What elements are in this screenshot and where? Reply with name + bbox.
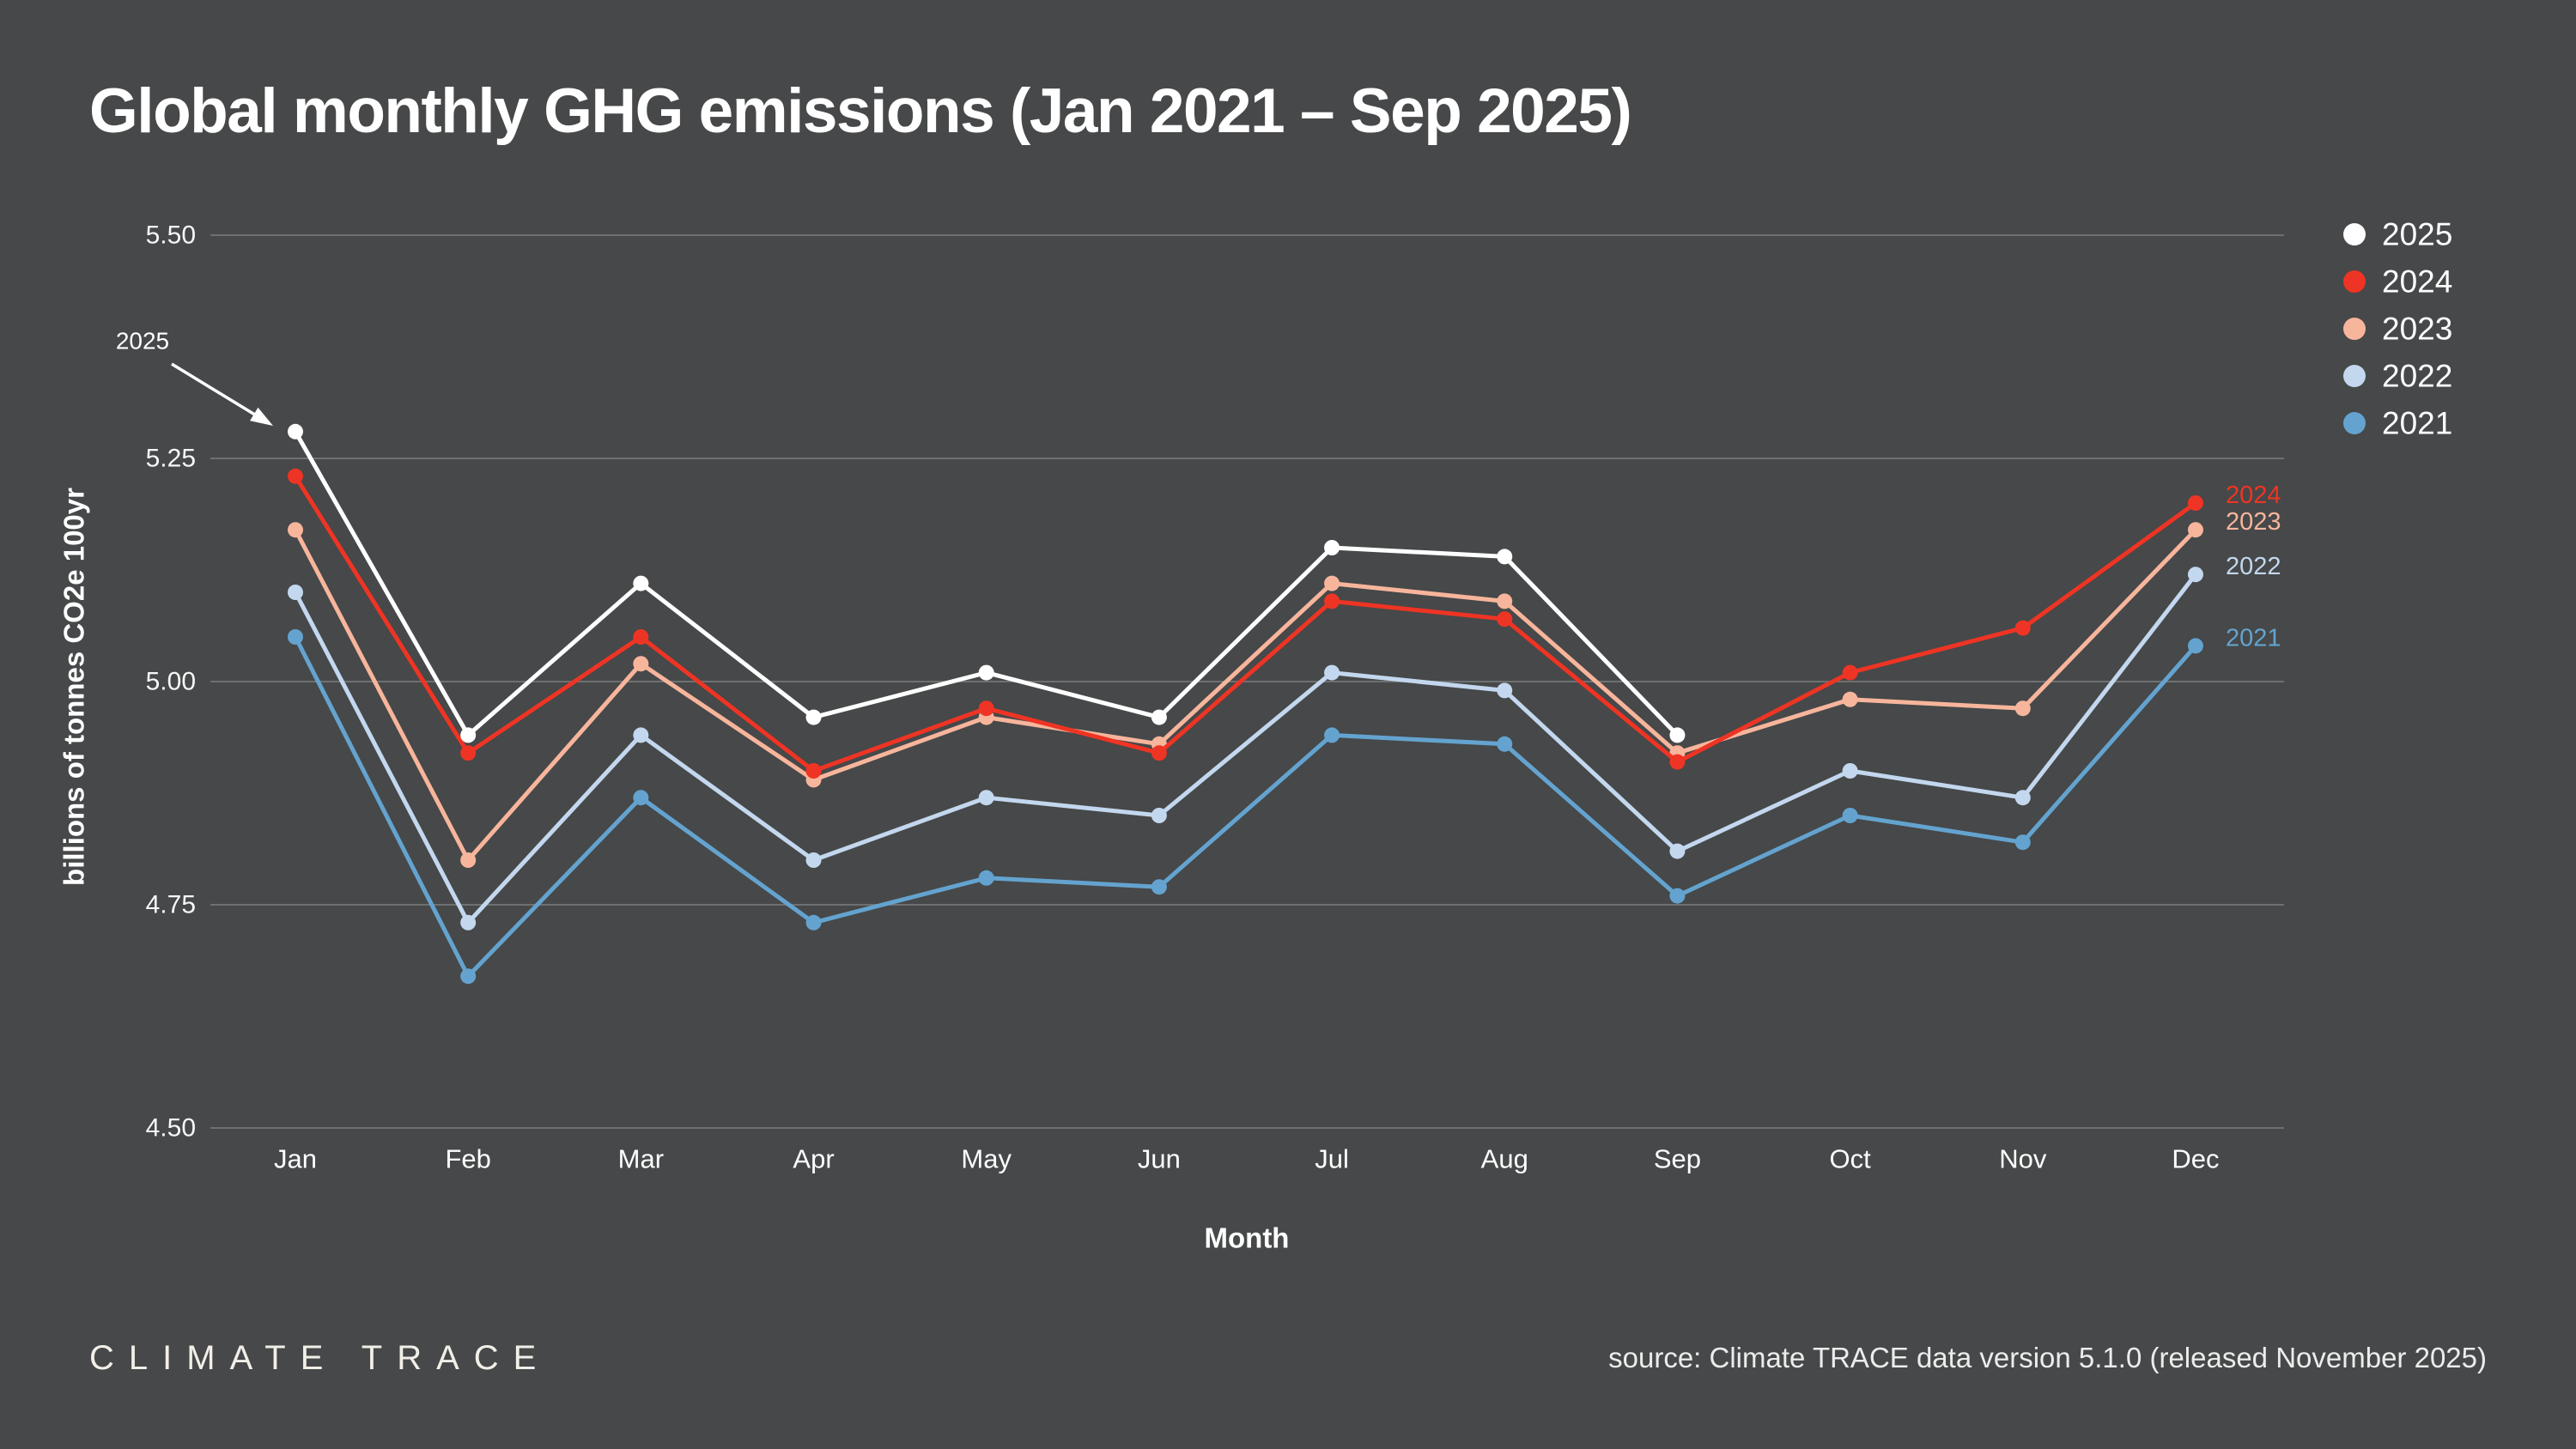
data-point-2022-aug (1497, 682, 1513, 699)
data-point-2022-dec (2187, 567, 2203, 583)
annotation-arrow-head (250, 407, 273, 426)
data-point-2025-sep (1669, 727, 1686, 743)
data-point-2021-dec (2187, 638, 2203, 654)
data-point-2022-jan (288, 585, 303, 600)
data-point-2022-sep (1669, 843, 1686, 859)
legend-label-2023: 2023 (2382, 312, 2452, 347)
data-point-2021-jan (288, 629, 303, 645)
data-point-2024-jun (1151, 745, 1167, 761)
data-point-2024-feb (460, 745, 477, 761)
series-line-2021 (293, 634, 2198, 979)
climate-trace-logo: CLIMATE TRACE (89, 1339, 551, 1377)
data-point-2021-oct (1842, 808, 1858, 823)
data-point-2022-jun (1151, 808, 1167, 823)
data-point-2025-jul (1324, 540, 1340, 555)
data-point-2025-jan (288, 423, 303, 440)
legend-label-2021: 2021 (2382, 406, 2452, 441)
y-axis-title: billions of tonnes CO2e 100yr (58, 488, 90, 886)
data-point-2021-may (978, 870, 994, 886)
x-tick-sep: Sep (1654, 1144, 1701, 1174)
annotation-2025-label: 2025 (116, 328, 169, 355)
data-point-2023-nov (2014, 700, 2031, 717)
data-point-2024-dec (2187, 495, 2203, 511)
series-line-2022 (293, 572, 2198, 925)
legend-swatch-2022 (2343, 365, 2366, 387)
series-end-label-2021: 2021 (2226, 624, 2281, 652)
x-tick-feb: Feb (445, 1144, 490, 1174)
y-tick-5.50: 5.50 (146, 221, 196, 250)
series-line-2024 (293, 474, 2198, 773)
legend-label-2022: 2022 (2382, 359, 2452, 394)
data-point-2021-feb (460, 968, 477, 985)
data-point-2021-sep (1669, 888, 1686, 904)
x-axis-title: Month (1205, 1222, 1290, 1254)
data-point-2025-mar (633, 575, 649, 591)
data-point-2025-apr (805, 709, 822, 725)
x-tick-jan: Jan (274, 1144, 317, 1174)
data-point-2024-sep (1669, 754, 1686, 770)
y-tick-4.50: 4.50 (146, 1114, 196, 1143)
series-line-2025 (293, 429, 1680, 737)
data-point-2021-mar (633, 790, 649, 806)
annotation-arrow-shaft (171, 362, 263, 421)
x-tick-dec: Dec (2172, 1144, 2219, 1174)
data-point-2023-oct (1842, 691, 1858, 707)
y-tick-4.75: 4.75 (146, 891, 196, 919)
x-tick-nov: Nov (1999, 1144, 2047, 1174)
data-point-2024-nov (2014, 620, 2031, 636)
series-end-label-2022: 2022 (2226, 553, 2281, 580)
series-end-label-2024: 2024 (2226, 482, 2281, 509)
x-tick-mar: Mar (618, 1144, 664, 1174)
data-point-2023-jul (1324, 575, 1340, 591)
data-point-2024-oct (1842, 664, 1858, 681)
legend-label-2025: 2025 (2382, 217, 2452, 252)
data-point-2025-aug (1497, 549, 1513, 565)
data-point-2024-jan (288, 468, 303, 484)
data-point-2024-mar (633, 629, 649, 645)
data-point-2023-jan (288, 522, 303, 538)
series-end-label-2023: 2023 (2226, 508, 2281, 536)
data-point-2021-jul (1324, 727, 1340, 743)
source-attribution: source: Climate TRACE data version 5.1.0… (1608, 1342, 2487, 1373)
data-point-2022-apr (805, 852, 822, 868)
data-point-2021-aug (1497, 736, 1513, 752)
data-point-2021-nov (2014, 834, 2031, 851)
legend-label-2024: 2024 (2382, 264, 2452, 300)
y-tick-5.00: 5.00 (146, 668, 196, 696)
data-point-2022-oct (1842, 763, 1858, 779)
data-point-2025-may (978, 664, 994, 681)
legend-swatch-2023 (2343, 318, 2366, 340)
y-tick-5.25: 5.25 (146, 445, 196, 473)
data-point-2024-aug (1497, 611, 1513, 627)
legend-swatch-2024 (2343, 270, 2366, 293)
data-point-2022-feb (460, 914, 477, 931)
data-point-2022-mar (633, 727, 649, 743)
x-tick-oct: Oct (1830, 1144, 1872, 1174)
data-point-2022-jul (1324, 664, 1340, 681)
x-tick-jul: Jul (1315, 1144, 1349, 1174)
data-point-2022-may (978, 790, 994, 806)
data-point-2024-apr (805, 763, 822, 779)
data-point-2025-jun (1151, 709, 1167, 725)
data-point-2023-feb (460, 852, 477, 868)
x-tick-aug: Aug (1481, 1144, 1528, 1174)
data-point-2021-apr (805, 914, 822, 931)
x-tick-jun: Jun (1138, 1144, 1181, 1174)
data-point-2022-nov (2014, 790, 2031, 806)
series-line-2023 (293, 527, 2198, 863)
data-point-2024-may (978, 700, 994, 717)
legend-swatch-2021 (2343, 412, 2366, 434)
data-point-2021-jun (1151, 879, 1167, 895)
data-point-2023-mar (633, 656, 649, 672)
data-point-2025-feb (460, 727, 477, 743)
data-point-2023-aug (1497, 593, 1513, 609)
data-point-2023-dec (2187, 522, 2203, 538)
page-title: Global monthly GHG emissions (Jan 2021 –… (89, 76, 1632, 146)
data-point-2024-jul (1324, 593, 1340, 609)
legend-swatch-2025 (2343, 223, 2366, 246)
x-tick-apr: Apr (793, 1144, 834, 1174)
x-tick-may: May (961, 1144, 1012, 1174)
